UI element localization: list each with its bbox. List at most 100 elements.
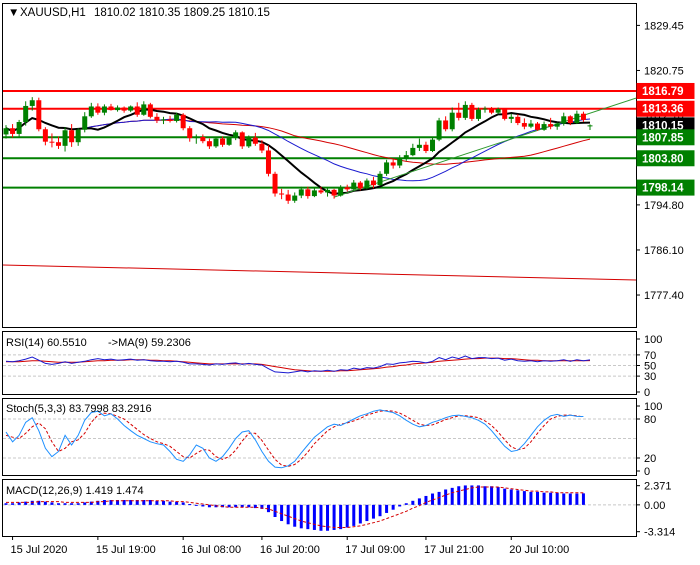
candle-body [390, 162, 396, 166]
candle[interactable] [101, 104, 107, 116]
candle[interactable] [390, 158, 396, 169]
candle[interactable] [69, 124, 75, 147]
candle[interactable] [16, 119, 22, 137]
candle[interactable] [42, 127, 48, 146]
candle[interactable] [351, 180, 357, 191]
candle[interactable] [167, 115, 173, 123]
candle[interactable] [403, 151, 409, 161]
candle[interactable] [206, 138, 212, 149]
candle[interactable] [574, 110, 580, 125]
candle[interactable] [187, 126, 193, 142]
candle[interactable] [121, 106, 127, 113]
candle[interactable] [561, 112, 567, 126]
candle[interactable] [239, 131, 245, 149]
main-price-panel[interactable] [2, 89, 637, 281]
candle[interactable] [364, 178, 370, 190]
candle[interactable] [10, 124, 16, 138]
candle[interactable] [384, 159, 390, 176]
candle[interactable] [567, 115, 573, 126]
candle[interactable] [193, 134, 199, 144]
candle[interactable] [587, 124, 593, 131]
candle[interactable] [397, 155, 403, 169]
stochastic-panel[interactable] [3, 409, 636, 469]
candle[interactable] [521, 118, 527, 130]
candle[interactable] [423, 141, 429, 154]
candle[interactable] [272, 171, 278, 197]
candle[interactable] [226, 136, 232, 146]
candle[interactable] [502, 108, 508, 121]
candle[interactable] [265, 145, 271, 177]
candle[interactable] [200, 134, 206, 144]
candle[interactable] [141, 101, 147, 116]
candle[interactable] [49, 133, 55, 148]
candle[interactable] [541, 121, 547, 131]
candle[interactable] [213, 136, 219, 148]
candle[interactable] [456, 102, 462, 121]
candle[interactable] [338, 185, 344, 197]
candle[interactable] [489, 106, 495, 115]
candle[interactable] [82, 112, 88, 133]
candle[interactable] [279, 188, 285, 200]
candle-body [154, 116, 160, 121]
candle[interactable] [3, 125, 9, 139]
candle[interactable] [147, 102, 153, 119]
candle[interactable] [580, 111, 586, 123]
candle[interactable] [410, 143, 416, 157]
candle[interactable] [115, 105, 121, 112]
candle[interactable] [220, 136, 226, 147]
candle[interactable] [180, 113, 186, 131]
candle[interactable] [298, 186, 304, 199]
candle[interactable] [508, 113, 514, 124]
candle[interactable] [174, 112, 180, 123]
candle[interactable] [357, 181, 363, 191]
candle[interactable] [495, 107, 501, 115]
candle[interactable] [292, 192, 298, 203]
candle[interactable] [515, 114, 521, 126]
candle[interactable] [548, 117, 554, 130]
rsi-panel[interactable] [3, 354, 636, 377]
candle[interactable] [108, 103, 114, 111]
candle[interactable] [344, 184, 350, 192]
candle[interactable] [246, 135, 252, 148]
candle[interactable] [377, 171, 383, 186]
candle[interactable] [36, 97, 42, 132]
candle[interactable] [88, 102, 94, 118]
candle[interactable] [75, 128, 81, 146]
candle[interactable] [325, 187, 331, 197]
candle[interactable] [311, 188, 317, 198]
candle[interactable] [475, 107, 481, 121]
candle[interactable] [128, 105, 134, 113]
candle[interactable] [233, 130, 239, 141]
candle[interactable] [449, 107, 455, 132]
candle[interactable] [535, 122, 541, 131]
candle[interactable] [23, 101, 29, 126]
candle[interactable] [554, 122, 560, 130]
candle[interactable] [29, 97, 35, 111]
candle[interactable] [462, 101, 468, 120]
candle[interactable] [430, 137, 436, 153]
candle[interactable] [55, 136, 61, 149]
candle[interactable] [469, 102, 475, 121]
candle[interactable] [443, 116, 449, 132]
candle[interactable] [305, 186, 311, 199]
candle[interactable] [285, 189, 291, 204]
candle-body [410, 147, 416, 156]
candle[interactable] [154, 113, 160, 124]
candle[interactable] [318, 186, 324, 195]
candle[interactable] [160, 116, 166, 125]
candle[interactable] [62, 127, 68, 152]
candle[interactable] [436, 117, 442, 142]
candle[interactable] [331, 188, 337, 199]
candle[interactable] [95, 103, 101, 115]
candle[interactable] [259, 140, 265, 154]
candle[interactable] [252, 132, 258, 146]
candle[interactable] [528, 119, 534, 129]
candle[interactable] [416, 138, 422, 152]
candle[interactable] [134, 102, 140, 117]
macd-panel[interactable] [3, 485, 636, 531]
candle[interactable] [482, 106, 488, 113]
candle-body [128, 106, 134, 111]
candle[interactable] [370, 176, 376, 189]
